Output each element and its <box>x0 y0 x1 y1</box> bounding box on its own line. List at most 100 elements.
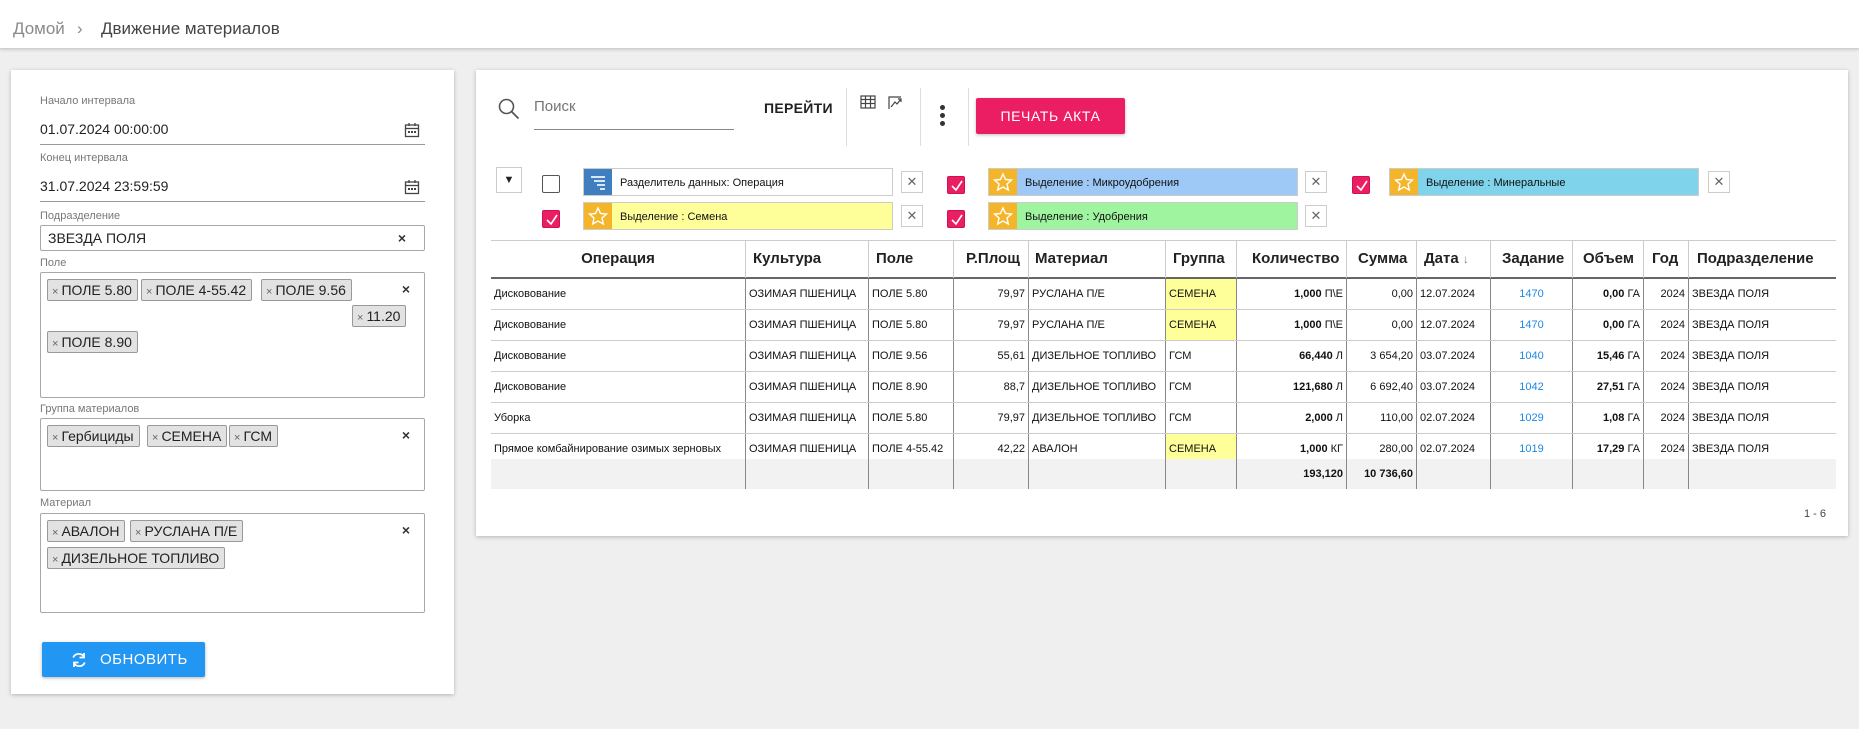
rule-highlight-micro[interactable]: Выделение : Микроудобрения <box>988 168 1298 196</box>
table-row[interactable]: Уборка ОЗИМАЯ ПШЕНИЦА ПОЛЕ 5.80 79,97 ДИЗЕЛЬ… <box>491 403 1836 434</box>
material-group-tag-label: ГСМ <box>243 428 273 444</box>
field-clear-icon[interactable]: × <box>401 281 410 297</box>
column-header-quantity[interactable]: Количество <box>1237 241 1347 278</box>
end-interval-input[interactable]: 31.07.2024 23:59:59 <box>40 178 169 194</box>
field-tag[interactable]: × 11.20 <box>352 305 407 327</box>
cell-task[interactable]: 1470 <box>1491 310 1573 340</box>
material-group-tag[interactable]: × СЕМЕНА <box>147 425 228 447</box>
division-select[interactable]: ЗВЕЗДА ПОЛЯ × <box>40 225 425 251</box>
column-header-crop[interactable]: Культура <box>746 241 869 278</box>
rule-checkbox[interactable] <box>542 175 560 193</box>
column-header-task[interactable]: Задание <box>1491 241 1573 278</box>
rule-checkbox[interactable] <box>542 210 560 228</box>
collapse-rules-button[interactable]: ▼ <box>496 167 522 193</box>
cell-qty-value: 1,000 <box>1294 288 1322 300</box>
division-clear-icon[interactable]: × <box>397 230 406 246</box>
goto-button[interactable]: ПЕРЕЙТИ <box>764 100 833 116</box>
column-header-material[interactable]: Материал <box>1029 241 1166 278</box>
more-menu-icon[interactable] <box>940 105 946 129</box>
table-grid-icon[interactable] <box>860 95 876 109</box>
column-header-operation[interactable]: Операция <box>491 241 746 278</box>
material-group-tag[interactable]: × Гербициды <box>47 425 140 447</box>
material-clear-icon[interactable]: × <box>401 522 410 538</box>
column-header-division[interactable]: Подразделение <box>1697 250 1814 267</box>
cell-task[interactable]: 1019 <box>1491 434 1573 464</box>
field-tag[interactable]: × ПОЛЕ 8.90 <box>47 331 138 353</box>
material-tag[interactable]: × АВАЛОН <box>47 520 126 542</box>
column-header-area[interactable]: Р.Площ <box>954 241 1029 278</box>
table-row[interactable]: Дисковование ОЗИМАЯ ПШЕНИЦА ПОЛЕ 8.90 88,7 Д… <box>491 372 1836 403</box>
cell-year: 2024 <box>1644 434 1689 464</box>
field-tag[interactable]: × ПОЛЕ 5.80 <box>47 279 138 301</box>
cell-task[interactable]: 1042 <box>1491 372 1573 402</box>
column-header-volume[interactable]: Объем <box>1573 241 1644 278</box>
rule-checkbox[interactable] <box>947 210 965 228</box>
material-multiselect[interactable]: × АВАЛОН × РУСЛАНА П/Е × ДИЗЕЛЬНОЕ ТОПЛИВО … <box>40 513 425 613</box>
column-header-date[interactable]: Дата ↓ <box>1417 241 1491 278</box>
filter-panel: Начало интервала 01.07.2024 00:00:00 Кон… <box>11 70 454 694</box>
calendar-icon[interactable] <box>404 122 420 138</box>
table-row[interactable]: Дисковование ОЗИМАЯ ПШЕНИЦА ПОЛЕ 9.56 55,61… <box>491 341 1836 372</box>
tag-remove-icon[interactable]: × <box>357 312 364 324</box>
material-tag[interactable]: × РУСЛАНА П/Е <box>130 520 244 542</box>
column-header-year[interactable]: Год <box>1644 241 1689 278</box>
rule-remove-icon[interactable]: ✕ <box>901 205 923 227</box>
calendar-icon[interactable] <box>404 179 420 195</box>
rule-remove-icon[interactable]: ✕ <box>1708 171 1730 193</box>
end-interval-underline <box>40 201 425 202</box>
tag-remove-icon[interactable]: × <box>234 432 241 444</box>
tag-remove-icon[interactable]: × <box>146 286 153 298</box>
tag-remove-icon[interactable]: × <box>266 286 273 298</box>
start-interval-input[interactable]: 01.07.2024 00:00:00 <box>40 121 169 137</box>
cell-material: ДИЗЕЛЬНОЕ ТОПЛИВО <box>1029 341 1166 371</box>
tag-remove-icon[interactable]: × <box>52 554 59 566</box>
cell-date: 02.07.2024 <box>1417 434 1491 464</box>
rule-remove-icon[interactable]: ✕ <box>1305 171 1327 193</box>
cell-task[interactable]: 1470 <box>1491 279 1573 309</box>
rule-remove-icon[interactable]: ✕ <box>1305 205 1327 227</box>
total-cell <box>1644 459 1689 489</box>
cell-op: Дисковование <box>491 310 746 340</box>
material-group-clear-icon[interactable]: × <box>401 427 410 443</box>
table-row[interactable]: Дисковование ОЗИМАЯ ПШЕНИЦА ПОЛЕ 5.80 79,97… <box>491 310 1836 341</box>
cell-op: Дисковование <box>491 341 746 371</box>
toolbar-divider <box>968 88 969 146</box>
cell-task[interactable]: 1029 <box>1491 403 1573 433</box>
field-tag-label: ПОЛЕ 5.80 <box>61 282 132 298</box>
rule-checkbox[interactable] <box>1352 176 1370 194</box>
material-tag[interactable]: × ДИЗЕЛЬНОЕ ТОПЛИВО <box>47 547 226 569</box>
cell-vol-unit: ГА <box>1627 412 1640 424</box>
tag-remove-icon[interactable]: × <box>52 432 59 444</box>
tag-remove-icon[interactable]: × <box>52 338 59 350</box>
export-chart-icon[interactable] <box>887 95 903 111</box>
rule-data-splitter[interactable]: Разделитель данных: Операция <box>583 168 893 196</box>
column-header-field[interactable]: Поле <box>869 241 954 278</box>
refresh-button[interactable]: ОБНОВИТЬ <box>42 642 205 677</box>
column-header-group[interactable]: Группа <box>1166 241 1237 278</box>
breadcrumb-home-link[interactable]: Домой <box>13 19 65 38</box>
field-multiselect[interactable]: × ПОЛЕ 5.80 × ПОЛЕ 4-55.42 × ПОЛЕ 9.56 × 11.… <box>40 272 425 398</box>
cell-sum: 6 692,40 <box>1347 372 1417 402</box>
material-group-multiselect[interactable]: × Гербициды × СЕМЕНА × ГСМ × <box>40 418 425 491</box>
rule-highlight-seeds[interactable]: Выделение : Семена <box>583 202 893 230</box>
breadcrumb-chevron-icon: › <box>77 19 83 38</box>
field-tag[interactable]: × ПОЛЕ 4-55.42 <box>141 279 253 301</box>
search-input[interactable] <box>534 98 734 115</box>
rule-highlight-mineral[interactable]: Выделение : Минеральные <box>1389 168 1699 196</box>
cell-qty: 1,000 П\Е <box>1237 279 1347 309</box>
tag-remove-icon[interactable]: × <box>135 527 142 539</box>
cell-vol: 15,46 ГА <box>1573 341 1644 371</box>
table-row[interactable]: Дисковование ОЗИМАЯ ПШЕНИЦА ПОЛЕ 5.80 79,97… <box>491 279 1836 310</box>
rule-highlight-fertilizer[interactable]: Выделение : Удобрения <box>988 202 1298 230</box>
material-group-tag[interactable]: × ГСМ <box>229 425 279 447</box>
tag-remove-icon[interactable]: × <box>152 432 159 444</box>
tag-remove-icon[interactable]: × <box>52 527 59 539</box>
print-act-button[interactable]: ПЕЧАТЬ АКТА <box>976 98 1125 134</box>
tag-remove-icon[interactable]: × <box>52 286 59 298</box>
column-header-sum[interactable]: Сумма <box>1347 241 1417 278</box>
field-tag[interactable]: × ПОЛЕ 9.56 <box>261 279 352 301</box>
cell-task[interactable]: 1040 <box>1491 341 1573 371</box>
field-label: Поле <box>40 257 67 269</box>
rule-remove-icon[interactable]: ✕ <box>901 171 923 193</box>
rule-checkbox[interactable] <box>947 176 965 194</box>
